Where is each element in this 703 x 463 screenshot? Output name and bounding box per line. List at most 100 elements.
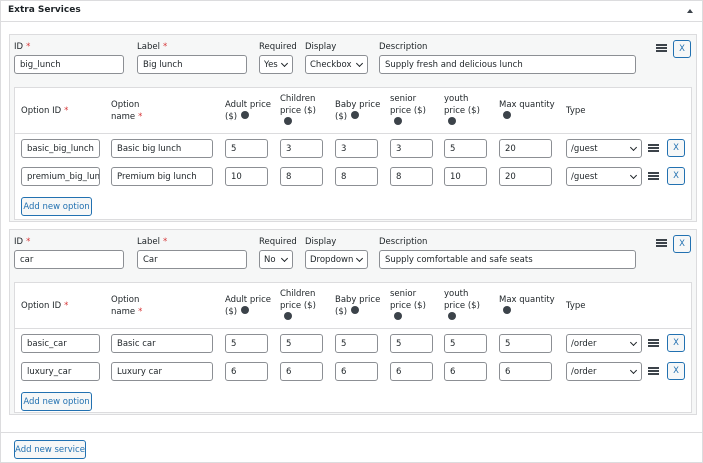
display-label-text: Display [305,237,337,247]
option-adult-input[interactable]: 10 [225,167,268,186]
remove-button[interactable]: X [667,362,685,380]
display-label: Display [305,42,336,52]
help-icon [394,117,402,125]
column-header-text: Option ID [21,106,62,116]
id-input[interactable]: big_lunch [14,55,124,74]
option-children-input[interactable]: 3 [280,139,323,158]
label-input[interactable]: Car [137,250,247,269]
remove-button[interactable]: X [673,40,691,58]
remove-button[interactable]: X [667,167,685,185]
option-adult-input[interactable]: 6 [225,362,268,381]
option-youth-input[interactable]: 10 [444,167,487,186]
column-header: Option ID * [21,89,69,133]
option-senior-input[interactable]: 3 [390,139,433,158]
add-option-button[interactable]: Add new option [21,392,92,411]
type-select[interactable]: /order [566,362,642,381]
collapse-toggle[interactable] [687,9,693,13]
display-select[interactable]: Dropdown [305,250,368,269]
drag-handle[interactable] [656,44,667,52]
chevron [280,254,289,262]
drag-handle[interactable] [648,172,659,180]
option-senior-input[interactable]: 5 [390,334,433,353]
remove-button[interactable]: X [673,235,691,253]
column-header: Option ID * [21,284,69,328]
add-service-button[interactable]: Add new service [14,440,86,459]
option-adult-input[interactable]: 5 [225,139,268,158]
type-select[interactable]: /guest [566,139,642,158]
option-option-id-input[interactable]: basic_car [21,334,100,353]
drag-handle[interactable] [648,339,659,347]
help-icon [503,306,511,314]
column-header: senior price ($) [390,89,438,133]
help-icon [503,111,511,119]
chevron [629,171,638,179]
description-input[interactable]: Supply comfortable and safe seats [379,250,636,269]
remove-button[interactable]: X [667,334,685,352]
option-youth-input[interactable]: 5 [444,139,487,158]
type-select-value: /order [571,338,597,349]
required-label-text: Required [259,42,297,52]
required-mark: * [138,112,143,122]
label-input[interactable]: Big lunch [137,55,247,74]
id-input[interactable]: car [14,250,124,269]
option-max-quantity-input[interactable]: 6 [499,362,552,381]
help-icon [394,312,402,320]
option-name-input[interactable]: Premium big lunch [111,167,213,186]
option-baby-input[interactable]: 5 [335,334,378,353]
panel-header [1,1,702,22]
remove-button[interactable]: X [667,139,685,157]
column-header: Option name * [111,284,159,328]
option-youth-input[interactable]: 5 [444,334,487,353]
column-header: Type [566,89,586,133]
drag-handle[interactable] [648,367,659,375]
column-header: Max quantity [499,284,559,328]
required-mark: * [162,237,168,247]
option-baby-input[interactable]: 6 [335,362,378,381]
column-header-text: Adult price ($) [225,295,271,317]
column-header-text: senior price ($) [390,94,426,116]
option-max-quantity-input[interactable]: 5 [499,334,552,353]
option-option-id-input[interactable]: luxury_car [21,362,100,381]
description-label: Description [379,42,427,52]
option-senior-input[interactable]: 6 [390,362,433,381]
help-icon [241,111,250,119]
column-header: youth price ($) [444,284,492,328]
required-label-text: Required [259,237,297,247]
display-select[interactable]: Checkbox [305,55,368,74]
chevron [356,254,364,262]
type-select[interactable]: /guest [566,167,642,186]
chevron [355,59,364,67]
label-label-text: Label [137,237,160,247]
option-option-id-input[interactable]: premium_big_lun [21,167,100,186]
option-baby-input[interactable]: 8 [335,167,378,186]
option-children-input[interactable]: 5 [280,334,323,353]
option-adult-input[interactable]: 5 [225,334,268,353]
option-name-input[interactable]: Basic car [111,334,213,353]
drag-handle[interactable] [656,239,667,247]
label-label: Label * [137,237,167,247]
required-select[interactable]: Yes [259,55,293,74]
description-label-text: Description [379,237,428,247]
option-name-input[interactable]: Basic big lunch [111,139,213,158]
column-header: Max quantity [499,89,559,133]
required-select[interactable]: No [259,250,293,269]
option-children-input[interactable]: 8 [280,167,323,186]
help-icon [448,117,456,125]
option-name-input[interactable]: Luxury car [111,362,213,381]
column-header: senior price ($) [390,284,438,328]
option-youth-input[interactable]: 6 [444,362,487,381]
option-children-input[interactable]: 6 [280,362,323,381]
help-icon [284,117,292,125]
required-label: Required [259,42,297,52]
add-option-button[interactable]: Add new option [21,197,92,216]
option-max-quantity-input[interactable]: 20 [499,139,552,158]
column-header-text: Type [566,301,586,311]
option-max-quantity-input[interactable]: 20 [499,167,552,186]
option-option-id-input[interactable]: basic_big_lunch [21,139,100,158]
type-select[interactable]: /order [566,334,642,353]
description-input[interactable]: Supply fresh and delicious lunch [379,55,636,74]
drag-handle[interactable] [648,144,659,152]
option-baby-input[interactable]: 3 [335,139,378,158]
option-senior-input[interactable]: 8 [390,167,433,186]
type-select-value: /guest [571,143,598,154]
